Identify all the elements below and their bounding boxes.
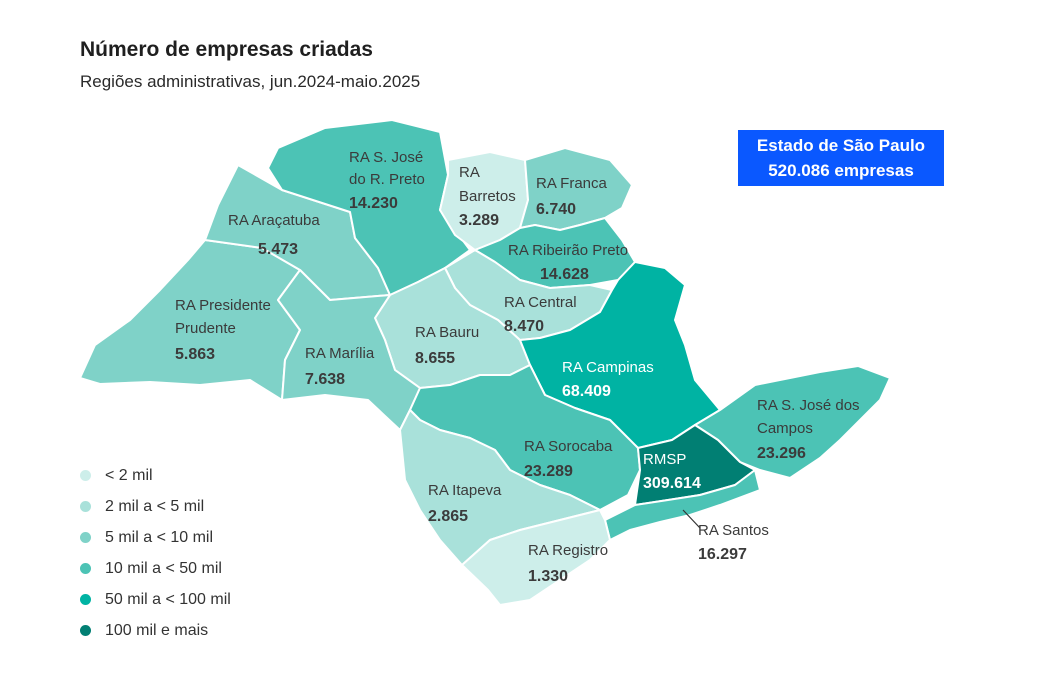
legend-label: 100 mil e mais <box>105 621 209 639</box>
value-bauru: 8.655 <box>415 350 455 367</box>
label-barretos-name1: RA <box>459 164 480 181</box>
legend-item: 50 mil a < 100 mil <box>80 584 231 615</box>
label-ribeirao-name1: RA Ribeirão Preto <box>508 242 628 259</box>
value-sjrp: 14.230 <box>349 195 398 212</box>
legend-dot <box>80 563 91 574</box>
state-name: Estado de São Paulo <box>756 136 926 155</box>
value-marilia: 7.638 <box>305 371 345 388</box>
legend-dot <box>80 470 91 481</box>
value-campinas: 68.409 <box>562 383 611 400</box>
legend-label: 5 mil a < 10 mil <box>105 528 214 546</box>
value-itapeva: 2.865 <box>428 508 468 525</box>
label-santos-name1: RA Santos <box>698 522 769 539</box>
label-sjrp-name1: RA S. José <box>349 149 423 166</box>
value-franca: 6.740 <box>536 201 576 218</box>
label-marilia-name1: RA Marília <box>305 345 375 362</box>
legend-label: < 2 mil <box>105 466 153 484</box>
label-itapeva-name1: RA Itapeva <box>428 482 502 499</box>
state-total: 520.086 empresas <box>768 161 914 180</box>
label-prudente-name1: RA Presidente <box>175 297 271 314</box>
label-franca-name1: RA Franca <box>536 175 608 192</box>
legend-item: 10 mil a < 50 mil <box>80 553 231 584</box>
santos-leader-line <box>682 509 701 529</box>
label-sjcampos-name2: Campos <box>757 420 813 437</box>
value-santos: 16.297 <box>698 546 747 563</box>
label-sorocaba-name1: RA Sorocaba <box>524 438 613 455</box>
label-campinas-name1: RA Campinas <box>562 359 654 376</box>
region-registro[interactable] <box>461 509 611 606</box>
label-sjrp-name2: do R. Preto <box>349 171 425 188</box>
label-bauru-name1: RA Bauru <box>415 324 479 341</box>
legend-item: 100 mil e mais <box>80 615 231 646</box>
region-itapeva[interactable] <box>399 409 601 566</box>
value-prudente: 5.863 <box>175 346 215 363</box>
legend-label: 2 mil a < 5 mil <box>105 497 205 515</box>
map-title: Número de empresas criadas <box>80 38 373 61</box>
legend-item: 2 mil a < 5 mil <box>80 491 231 522</box>
value-sorocaba: 23.289 <box>524 463 573 480</box>
label-aracatuba-name1: RA Araçatuba <box>228 212 320 229</box>
label-central-name1: RA Central <box>504 294 577 311</box>
legend-item: < 2 mil <box>80 460 231 491</box>
legend-item: 5 mil a < 10 mil <box>80 522 231 553</box>
value-sjcampos: 23.296 <box>757 445 806 462</box>
label-rmsp-name1: RMSP <box>643 451 686 468</box>
label-sjcampos-name1: RA S. José dos <box>757 397 860 414</box>
value-registro: 1.330 <box>528 568 568 585</box>
label-prudente-name2: Prudente <box>175 320 236 337</box>
legend-dot <box>80 532 91 543</box>
map-legend: < 2 mil 2 mil a < 5 mil 5 mil a < 10 mil… <box>80 460 231 646</box>
legend-label: 10 mil a < 50 mil <box>105 559 222 577</box>
value-rmsp: 309.614 <box>643 475 701 492</box>
state-total-badge: Estado de São Paulo 520.086 empresas <box>738 130 944 186</box>
legend-dot <box>80 501 91 512</box>
label-barretos-name2: Barretos <box>459 188 516 205</box>
legend-label: 50 mil a < 100 mil <box>105 590 231 608</box>
map-subtitle: Regiões administrativas, jun.2024-maio.2… <box>80 72 421 91</box>
label-registro-name1: RA Registro <box>528 542 608 559</box>
value-barretos: 3.289 <box>459 212 499 229</box>
value-aracatuba: 5.473 <box>258 241 298 258</box>
legend-dot <box>80 625 91 636</box>
legend-dot <box>80 594 91 605</box>
value-central: 8.470 <box>504 318 544 335</box>
value-ribeirao: 14.628 <box>540 266 589 283</box>
